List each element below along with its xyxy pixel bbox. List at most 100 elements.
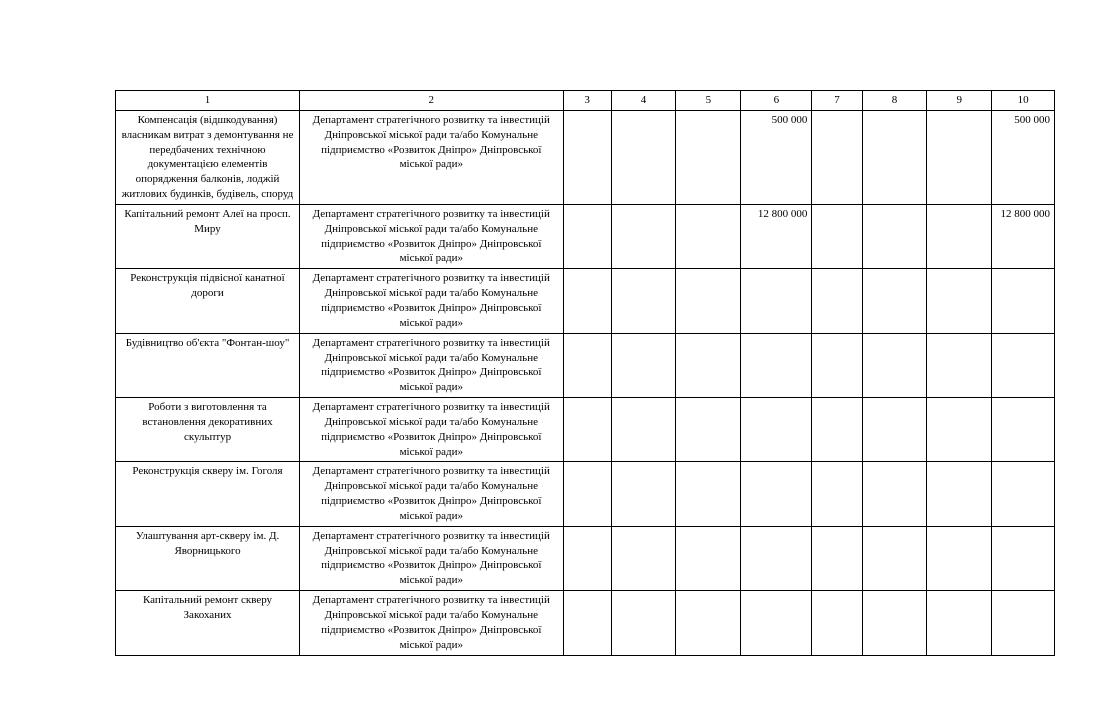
- cell-col-9: [927, 591, 992, 655]
- cell-col-10: [992, 591, 1055, 655]
- table-row: Будівництво об'єкта "Фонтан-шоу"Департам…: [116, 333, 1055, 397]
- cell-col-6: [741, 526, 812, 590]
- cell-col-8: [862, 110, 927, 204]
- cell-col-8: [862, 269, 927, 333]
- cell-col-6: [741, 462, 812, 526]
- cell-col-1: Будівництво об'єкта "Фонтан-шоу": [116, 333, 300, 397]
- cell-col-7: [812, 333, 862, 397]
- cell-col-7: [812, 204, 862, 268]
- cell-col-2: Департамент стратегічного розвитку та ін…: [300, 333, 564, 397]
- cell-col-9: [927, 398, 992, 462]
- cell-col-7: [812, 591, 862, 655]
- cell-col-1: Реконструкція скверу ім. Гоголя: [116, 462, 300, 526]
- cell-col-1: Капітальний ремонт скверу Закоханих: [116, 591, 300, 655]
- cell-col-7: [812, 269, 862, 333]
- cell-col-3: [563, 398, 611, 462]
- cell-col-9: [927, 269, 992, 333]
- cell-col-9: [927, 526, 992, 590]
- cell-col-1: Улаштування арт-скверу ім. Д. Яворницько…: [116, 526, 300, 590]
- cell-col-5: [676, 462, 741, 526]
- table-row: Реконструкція підвісної канатної дорогиД…: [116, 269, 1055, 333]
- col-header-6: 6: [741, 91, 812, 111]
- table-row: Капітальний ремонт скверу ЗакоханихДепар…: [116, 591, 1055, 655]
- col-header-5: 5: [676, 91, 741, 111]
- cell-col-7: [812, 462, 862, 526]
- cell-col-8: [862, 398, 927, 462]
- cell-col-5: [676, 204, 741, 268]
- table-row: Капітальний ремонт Алеї на просп. МируДе…: [116, 204, 1055, 268]
- cell-col-1: Компенсація (відшкодування) власникам ви…: [116, 110, 300, 204]
- col-header-4: 4: [611, 91, 676, 111]
- cell-col-4: [611, 110, 676, 204]
- cell-col-2: Департамент стратегічного розвитку та ін…: [300, 398, 564, 462]
- cell-col-5: [676, 398, 741, 462]
- cell-col-10: 12 800 000: [992, 204, 1055, 268]
- cell-col-8: [862, 526, 927, 590]
- cell-col-6: 12 800 000: [741, 204, 812, 268]
- budget-table: 1 2 3 4 5 6 7 8 9 10 Компенсація (відшко…: [115, 90, 1055, 656]
- cell-col-10: [992, 462, 1055, 526]
- cell-col-3: [563, 333, 611, 397]
- table-row: Компенсація (відшкодування) власникам ви…: [116, 110, 1055, 204]
- cell-col-10: [992, 526, 1055, 590]
- cell-col-3: [563, 110, 611, 204]
- col-header-3: 3: [563, 91, 611, 111]
- cell-col-1: Роботи з виготовлення та встановлення де…: [116, 398, 300, 462]
- cell-col-10: [992, 333, 1055, 397]
- cell-col-10: [992, 398, 1055, 462]
- cell-col-4: [611, 398, 676, 462]
- cell-col-5: [676, 333, 741, 397]
- cell-col-8: [862, 591, 927, 655]
- cell-col-10: 500 000: [992, 110, 1055, 204]
- cell-col-9: [927, 333, 992, 397]
- cell-col-5: [676, 526, 741, 590]
- table-row: Роботи з виготовлення та встановлення де…: [116, 398, 1055, 462]
- cell-col-3: [563, 462, 611, 526]
- cell-col-1: Капітальний ремонт Алеї на просп. Миру: [116, 204, 300, 268]
- cell-col-5: [676, 110, 741, 204]
- cell-col-6: [741, 333, 812, 397]
- table-header-row: 1 2 3 4 5 6 7 8 9 10: [116, 91, 1055, 111]
- cell-col-2: Департамент стратегічного розвитку та ін…: [300, 110, 564, 204]
- cell-col-8: [862, 462, 927, 526]
- col-header-10: 10: [992, 91, 1055, 111]
- cell-col-2: Департамент стратегічного розвитку та ін…: [300, 204, 564, 268]
- cell-col-3: [563, 204, 611, 268]
- cell-col-6: 500 000: [741, 110, 812, 204]
- cell-col-10: [992, 269, 1055, 333]
- col-header-1: 1: [116, 91, 300, 111]
- cell-col-2: Департамент стратегічного розвитку та ін…: [300, 462, 564, 526]
- cell-col-3: [563, 269, 611, 333]
- cell-col-3: [563, 526, 611, 590]
- cell-col-6: [741, 269, 812, 333]
- cell-col-8: [862, 333, 927, 397]
- cell-col-9: [927, 110, 992, 204]
- cell-col-4: [611, 462, 676, 526]
- cell-col-1: Реконструкція підвісної канатної дороги: [116, 269, 300, 333]
- cell-col-4: [611, 269, 676, 333]
- cell-col-5: [676, 591, 741, 655]
- col-header-7: 7: [812, 91, 862, 111]
- cell-col-7: [812, 398, 862, 462]
- cell-col-2: Департамент стратегічного розвитку та ін…: [300, 269, 564, 333]
- cell-col-9: [927, 462, 992, 526]
- cell-col-3: [563, 591, 611, 655]
- cell-col-8: [862, 204, 927, 268]
- table-row: Реконструкція скверу ім. ГоголяДепартаме…: [116, 462, 1055, 526]
- col-header-9: 9: [927, 91, 992, 111]
- cell-col-7: [812, 110, 862, 204]
- cell-col-4: [611, 591, 676, 655]
- cell-col-4: [611, 204, 676, 268]
- cell-col-4: [611, 333, 676, 397]
- table-row: Улаштування арт-скверу ім. Д. Яворницько…: [116, 526, 1055, 590]
- cell-col-6: [741, 591, 812, 655]
- col-header-2: 2: [300, 91, 564, 111]
- cell-col-4: [611, 526, 676, 590]
- cell-col-2: Департамент стратегічного розвитку та ін…: [300, 591, 564, 655]
- table-body: Компенсація (відшкодування) власникам ви…: [116, 110, 1055, 655]
- cell-col-9: [927, 204, 992, 268]
- cell-col-7: [812, 526, 862, 590]
- cell-col-2: Департамент стратегічного розвитку та ін…: [300, 526, 564, 590]
- col-header-8: 8: [862, 91, 927, 111]
- table-header: 1 2 3 4 5 6 7 8 9 10: [116, 91, 1055, 111]
